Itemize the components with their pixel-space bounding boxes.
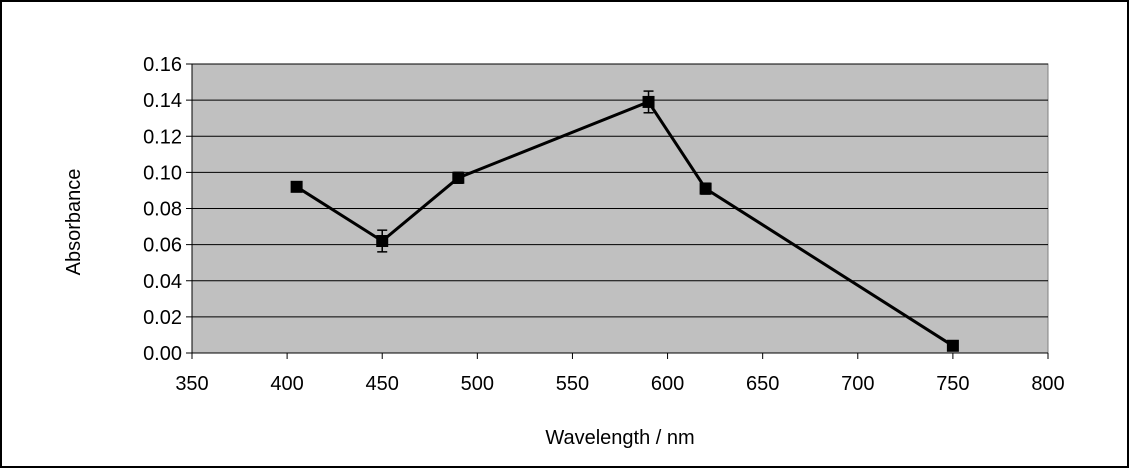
y-tick-label: 0.16 (143, 54, 182, 76)
y-axis-ticks: 0.00 0.02 0.04 0.06 0.08 0.10 0.12 0.14 0.16 (143, 54, 192, 365)
x-tick-label: 450 (366, 373, 399, 395)
x-tick-label: 350 (175, 373, 208, 395)
data-point (290, 180, 303, 193)
y-tick-label: 0.00 (143, 343, 182, 365)
y-tick-label: 0.12 (143, 126, 182, 148)
x-tick-label: 400 (270, 373, 303, 395)
x-tick-label: 750 (936, 373, 969, 395)
y-tick-label: 0.10 (143, 162, 182, 184)
x-axis-ticks: 350 400 450 500 550 600 650 700 750 800 (175, 353, 1065, 395)
x-tick-label: 600 (651, 373, 684, 395)
y-tick-label: 0.08 (143, 199, 182, 221)
data-point (699, 182, 712, 195)
x-axis-title: Wavelength / nm (545, 427, 694, 449)
series-layer (290, 90, 959, 352)
y-axis-title: Absorbance (63, 169, 85, 276)
data-point (452, 171, 465, 184)
data-point (376, 235, 389, 248)
y-tick-label: 0.06 (143, 235, 182, 257)
x-tick-label: 650 (746, 373, 779, 395)
x-tick-label: 500 (461, 373, 494, 395)
y-tick-label: 0.14 (143, 90, 182, 112)
x-tick-label: 550 (556, 373, 589, 395)
series-line (295, 100, 954, 348)
x-tick-label: 700 (841, 373, 874, 395)
y-tick-label: 0.02 (143, 307, 182, 329)
gridlines (192, 63, 1048, 318)
y-tick-label: 0.04 (143, 271, 182, 293)
data-point (642, 95, 655, 108)
data-point (946, 339, 959, 352)
x-tick-label: 800 (1031, 373, 1064, 395)
